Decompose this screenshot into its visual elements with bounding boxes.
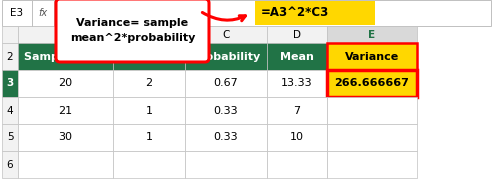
Bar (327, 151, 417, 178)
Text: C: C (222, 29, 230, 40)
Bar (327, 124, 417, 151)
Bar (113, 26, 185, 43)
Text: 20: 20 (59, 79, 72, 89)
Bar (267, 26, 327, 43)
Bar (113, 70, 185, 97)
Bar (267, 97, 327, 124)
Text: Variance= sample
mean^2*probability: Variance= sample mean^2*probability (70, 18, 195, 43)
Text: E3: E3 (10, 8, 24, 18)
Text: 266.666667: 266.666667 (335, 79, 410, 89)
Bar (2, 151, 18, 178)
Bar (185, 151, 267, 178)
Bar (18, 151, 113, 178)
Bar (327, 43, 417, 70)
Text: 21: 21 (59, 105, 72, 116)
Text: 0.33: 0.33 (213, 132, 238, 142)
Text: 13.33: 13.33 (281, 79, 313, 89)
Bar (18, 97, 113, 124)
Bar (18, 70, 113, 97)
Bar (2, 124, 18, 151)
Text: D: D (293, 29, 301, 40)
Bar (32, 0, 54, 26)
Text: Sample Mean: Sample Mean (24, 52, 107, 61)
Bar (267, 43, 327, 70)
Text: 1: 1 (145, 105, 152, 116)
Text: E: E (368, 29, 376, 40)
Text: 10: 10 (290, 132, 304, 142)
Text: fx: fx (38, 8, 47, 18)
Bar (267, 70, 327, 97)
Text: 2: 2 (7, 52, 13, 61)
Bar (185, 97, 267, 124)
Bar (2, 26, 18, 43)
Text: 30: 30 (59, 132, 72, 142)
Text: =A3^2*C3: =A3^2*C3 (261, 6, 329, 20)
Bar (327, 26, 417, 43)
Text: Mean: Mean (280, 52, 314, 61)
Bar (185, 124, 267, 151)
Bar (327, 97, 417, 124)
Bar (113, 97, 185, 124)
Bar (267, 151, 327, 178)
Bar (327, 70, 417, 97)
Bar (18, 124, 113, 151)
Text: 6: 6 (7, 160, 13, 169)
Text: Variance: Variance (345, 52, 399, 61)
Bar (113, 124, 185, 151)
Bar (18, 26, 113, 43)
Bar (2, 70, 18, 97)
Bar (185, 43, 267, 70)
Text: 1: 1 (145, 132, 152, 142)
Text: Frequency: Frequency (117, 52, 181, 61)
Bar (113, 43, 185, 70)
Bar (54, 0, 491, 26)
Text: 7: 7 (293, 105, 301, 116)
Bar (2, 97, 18, 124)
Bar (2, 0, 32, 26)
Text: 3: 3 (6, 79, 14, 89)
Bar (255, 1, 375, 25)
Bar (185, 26, 267, 43)
Bar (267, 124, 327, 151)
Bar (113, 151, 185, 178)
Bar (185, 70, 267, 97)
FancyBboxPatch shape (56, 0, 209, 62)
Bar (18, 43, 113, 70)
Text: 2: 2 (145, 79, 152, 89)
Text: 0.67: 0.67 (213, 79, 239, 89)
Text: 5: 5 (7, 132, 13, 142)
Text: Probability: Probability (192, 52, 260, 61)
Text: 0.33: 0.33 (213, 105, 238, 116)
Text: 4: 4 (7, 105, 13, 116)
Bar (2, 43, 18, 70)
